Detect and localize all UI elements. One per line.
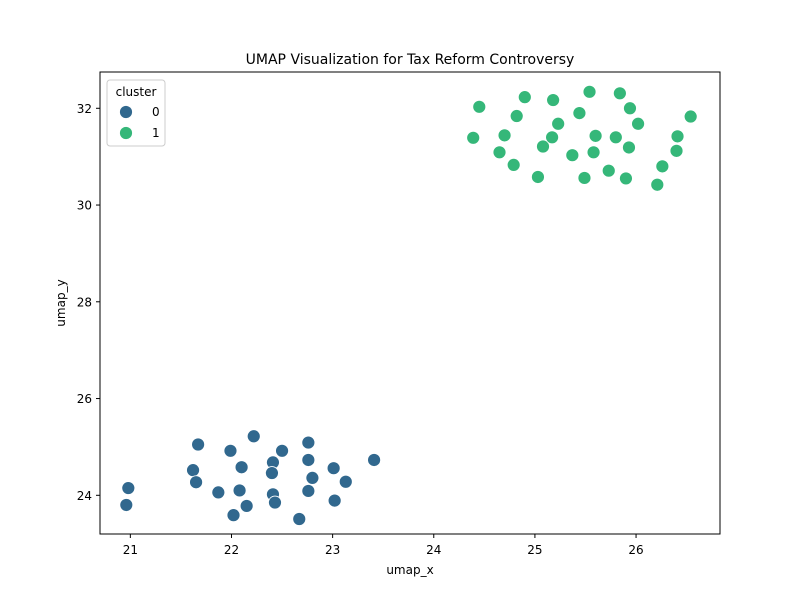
point-cluster-1-19	[608, 130, 623, 145]
point-cluster-1-3	[497, 128, 512, 143]
point-cluster-0-15	[268, 495, 282, 510]
point-cluster-1-9	[545, 130, 559, 145]
point-cluster-1-0	[466, 130, 481, 145]
point-cluster-1-27	[669, 143, 684, 158]
point-cluster-1-13	[572, 106, 587, 121]
point-cluster-0-17	[292, 512, 307, 526]
point-cluster-0-10	[239, 499, 254, 513]
legend-marker-cluster-1	[119, 126, 133, 140]
point-cluster-1-16	[586, 145, 601, 160]
point-cluster-1-10	[546, 93, 561, 107]
point-cluster-0-19	[301, 453, 316, 467]
point-cluster-1-23	[623, 101, 637, 116]
x-tick-label: 22	[224, 543, 239, 557]
point-cluster-0-4	[189, 475, 203, 490]
point-cluster-0-13	[265, 466, 279, 480]
point-cluster-1-17	[588, 128, 603, 143]
legend-label-cluster-1: 1	[152, 126, 160, 140]
point-cluster-1-14	[577, 171, 592, 185]
point-cluster-1-6	[517, 90, 532, 105]
legend-title: cluster	[116, 85, 157, 99]
point-cluster-1-25	[650, 177, 665, 192]
point-cluster-0-7	[226, 508, 241, 523]
point-cluster-1-24	[631, 116, 645, 131]
point-cluster-0-24	[338, 474, 353, 489]
point-cluster-0-11	[246, 429, 261, 444]
y-axis-label: umap_y	[54, 279, 68, 326]
point-cluster-1-2	[492, 145, 507, 160]
legend-label-cluster-0: 0	[152, 105, 160, 119]
point-cluster-1-8	[536, 139, 550, 154]
point-cluster-0-6	[223, 443, 238, 458]
point-cluster-1-7	[531, 170, 545, 184]
legend-marker-cluster-0	[119, 105, 133, 119]
point-cluster-1-22	[622, 140, 636, 155]
point-cluster-1-15	[582, 84, 597, 99]
x-tick-label: 21	[123, 543, 138, 557]
y-axis: 24 26 28 30 32	[77, 102, 100, 503]
plot-frame	[99, 71, 721, 535]
x-axis: 21 22 23 24 25 26	[123, 534, 644, 557]
point-cluster-0-2	[191, 437, 206, 452]
point-cluster-0-16	[275, 443, 289, 458]
x-tick-label: 25	[527, 543, 542, 557]
point-cluster-1-12	[565, 148, 580, 163]
point-cluster-0-0	[121, 481, 136, 495]
point-cluster-0-3	[186, 463, 200, 478]
point-cluster-0-1	[119, 498, 134, 512]
point-cluster-0-21	[305, 470, 320, 485]
point-cluster-1-28	[670, 129, 685, 144]
point-cluster-0-23	[327, 493, 342, 508]
plot-area	[119, 84, 698, 526]
point-cluster-1-5	[509, 109, 524, 123]
x-tick-label: 24	[426, 543, 441, 557]
point-cluster-0-25	[367, 453, 381, 467]
chart-title: UMAP Visualization for Tax Reform Contro…	[246, 52, 575, 68]
point-cluster-1-18	[601, 163, 616, 178]
point-cluster-1-21	[619, 171, 633, 186]
point-cluster-1-29	[683, 109, 698, 124]
point-cluster-0-22	[326, 461, 341, 476]
point-cluster-1-4	[506, 157, 521, 172]
point-cluster-1-20	[612, 86, 627, 101]
x-axis-label: umap_x	[386, 563, 433, 577]
point-cluster-1-1	[472, 99, 487, 114]
point-cluster-0-5	[211, 485, 226, 500]
y-tick-label: 26	[77, 392, 92, 406]
x-tick-label: 23	[325, 543, 340, 557]
point-cluster-1-11	[551, 116, 566, 131]
point-cluster-0-18	[301, 435, 316, 450]
point-cluster-0-20	[301, 484, 316, 498]
x-tick-label: 26	[628, 543, 643, 557]
point-cluster-0-8	[234, 460, 249, 475]
y-tick-label: 30	[77, 199, 92, 213]
legend: cluster 0 1	[106, 79, 166, 147]
y-tick-label: 28	[77, 295, 92, 309]
y-tick-label: 24	[77, 489, 92, 503]
point-cluster-1-26	[655, 159, 670, 174]
point-cluster-0-9	[232, 483, 247, 498]
y-tick-label: 32	[77, 102, 92, 116]
